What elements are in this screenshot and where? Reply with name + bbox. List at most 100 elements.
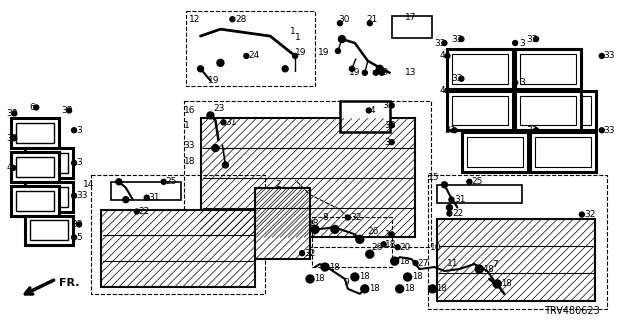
Text: 33: 33 [6,134,18,143]
Circle shape [459,36,464,42]
Text: 1: 1 [184,121,189,130]
Text: 5: 5 [76,233,82,242]
Bar [462,91,528,130]
Bar [520,96,576,125]
Circle shape [207,112,214,119]
Text: 26: 26 [372,243,383,252]
Text: 28: 28 [236,15,247,24]
Circle shape [116,179,122,185]
Circle shape [381,242,386,247]
Circle shape [366,250,374,258]
Circle shape [467,179,472,184]
Bar [447,49,513,89]
Bar [30,220,68,240]
Bar [520,54,576,84]
Bar [340,100,390,132]
Circle shape [123,197,129,203]
Circle shape [599,128,604,133]
Circle shape [351,273,359,281]
Text: 30: 30 [338,15,349,24]
Bar [26,182,73,212]
Circle shape [442,41,447,45]
Text: 25: 25 [166,177,177,186]
Text: 18: 18 [404,284,414,293]
Bar [530,91,596,130]
Text: 7: 7 [492,260,498,268]
Bar [438,220,595,301]
Circle shape [373,70,378,75]
Bar [101,210,255,287]
Bar [202,204,413,212]
Circle shape [144,195,149,200]
Bar [12,186,59,215]
Text: 19: 19 [295,48,307,57]
Text: 18: 18 [184,157,195,166]
Text: 15: 15 [428,173,439,182]
Text: 33: 33 [604,52,615,60]
Text: 6: 6 [29,103,35,112]
Text: 13: 13 [404,68,416,77]
Bar [30,187,68,207]
Circle shape [67,108,72,113]
Circle shape [452,128,457,133]
Circle shape [449,197,454,202]
Text: FR.: FR. [59,278,79,288]
Text: 19: 19 [207,76,219,85]
Text: 1: 1 [385,230,390,239]
Circle shape [198,66,204,72]
Circle shape [339,36,346,43]
Circle shape [223,162,228,168]
Text: 3: 3 [519,38,525,48]
Circle shape [513,80,518,85]
Bar [17,123,54,143]
Text: 22: 22 [139,207,150,216]
Circle shape [390,257,399,265]
Circle shape [306,275,314,283]
Text: 4: 4 [6,164,12,172]
Bar [17,157,54,177]
Circle shape [361,285,369,293]
Bar [515,91,581,130]
Text: 2: 2 [275,180,281,189]
Circle shape [292,53,298,58]
Circle shape [300,251,305,256]
Text: 12: 12 [189,15,200,24]
Circle shape [476,265,483,273]
Circle shape [389,103,394,108]
Bar [440,270,593,276]
Bar [462,132,528,172]
Text: 18: 18 [329,263,340,272]
Bar [467,96,523,125]
Circle shape [367,21,372,26]
Circle shape [230,17,235,22]
Text: 18: 18 [483,265,494,274]
Bar [91,175,265,294]
Text: 32: 32 [350,213,361,222]
Circle shape [244,53,249,58]
Text: 17: 17 [404,13,416,22]
Text: 33: 33 [184,140,195,150]
Bar [467,137,523,167]
Circle shape [346,215,350,220]
Circle shape [442,182,447,188]
Circle shape [459,76,464,81]
Bar [26,148,73,178]
Text: 25: 25 [471,177,483,186]
Text: 33: 33 [76,191,88,200]
Bar [530,132,596,172]
Text: 33: 33 [383,101,394,110]
Bar [452,54,508,84]
Circle shape [413,260,418,266]
Text: 3: 3 [519,78,525,87]
Text: 24: 24 [248,52,260,60]
Circle shape [389,232,394,237]
Text: 31: 31 [454,195,466,204]
Circle shape [396,285,404,293]
Text: 19: 19 [349,68,360,77]
Text: 33: 33 [435,38,446,48]
Bar [103,232,253,238]
Text: 3: 3 [76,158,82,167]
Circle shape [11,165,16,171]
Circle shape [72,193,77,198]
Text: 31: 31 [225,118,237,127]
